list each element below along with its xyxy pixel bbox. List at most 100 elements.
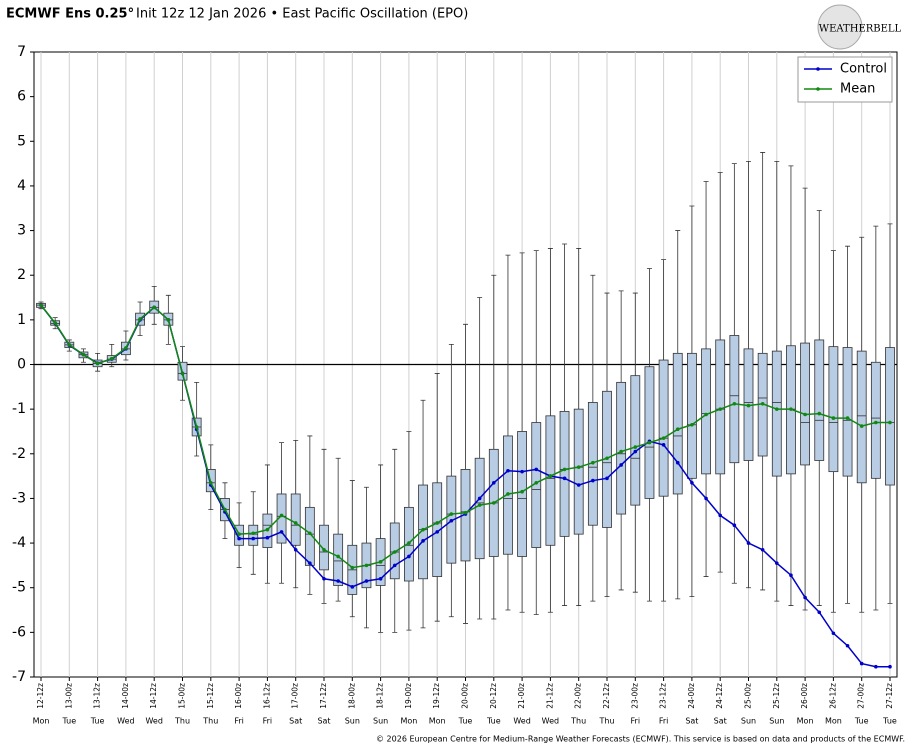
y-tick-label: 1 bbox=[17, 312, 26, 328]
series-point bbox=[690, 422, 694, 427]
whisker-upper bbox=[632, 292, 638, 376]
legend-label: Control bbox=[840, 62, 887, 77]
series-point bbox=[732, 401, 737, 406]
box-plot bbox=[885, 223, 895, 604]
series-point bbox=[109, 356, 114, 361]
series-point bbox=[803, 412, 807, 417]
x-weekday-label: Sat bbox=[317, 717, 330, 726]
whisker-upper bbox=[788, 165, 794, 346]
whisker-upper bbox=[80, 348, 86, 352]
series-point bbox=[223, 507, 227, 512]
whisker-lower bbox=[463, 560, 468, 624]
whisker-upper bbox=[420, 399, 426, 486]
series-point bbox=[477, 503, 482, 507]
box bbox=[715, 339, 726, 475]
whisker-upper bbox=[392, 448, 398, 523]
x-tick-label: 21-00z bbox=[517, 683, 526, 709]
series-point bbox=[350, 565, 355, 570]
series-point bbox=[477, 496, 482, 501]
series-point bbox=[421, 539, 425, 543]
whisker-upper bbox=[222, 482, 228, 499]
series-point bbox=[789, 407, 793, 411]
x-tick-label: 27-12z bbox=[885, 683, 894, 709]
series-point bbox=[888, 664, 892, 669]
box bbox=[319, 524, 329, 571]
whisker-upper bbox=[137, 301, 143, 314]
whisker-upper bbox=[378, 464, 384, 539]
x-weekday-label: Mon bbox=[429, 717, 446, 726]
x-weekday-label: Wed bbox=[117, 717, 134, 726]
whisker-upper bbox=[463, 323, 468, 470]
series-point bbox=[520, 489, 524, 494]
whisker-lower bbox=[491, 556, 497, 620]
whisker-upper bbox=[95, 352, 101, 361]
series-point bbox=[336, 579, 340, 583]
series-point bbox=[180, 371, 185, 376]
x-tick-label: 26-12z bbox=[828, 683, 837, 709]
series-point bbox=[435, 530, 440, 534]
whisker-lower bbox=[151, 313, 157, 325]
whisker-lower bbox=[420, 578, 426, 629]
series-point bbox=[534, 481, 539, 485]
whisker-lower bbox=[703, 473, 709, 577]
series-point bbox=[845, 416, 850, 420]
series-point bbox=[661, 436, 666, 440]
box bbox=[672, 352, 683, 495]
whisker-lower bbox=[250, 545, 256, 575]
box bbox=[842, 347, 853, 477]
whisker-upper bbox=[717, 172, 723, 340]
series-point bbox=[293, 521, 298, 525]
whisker-upper bbox=[661, 259, 667, 361]
series-point bbox=[534, 467, 539, 472]
x-weekday-label: Tue bbox=[458, 717, 473, 726]
series-point bbox=[874, 664, 878, 669]
series-point bbox=[322, 547, 326, 552]
series-point bbox=[562, 476, 567, 481]
x-weekday-label: Thu bbox=[202, 717, 218, 726]
series-point bbox=[647, 440, 652, 445]
logo: WEATHERBELL bbox=[817, 4, 902, 50]
series-point bbox=[81, 352, 86, 357]
series-point bbox=[421, 527, 425, 532]
series-point bbox=[831, 416, 836, 420]
y-tick-label: -3 bbox=[12, 490, 26, 506]
series-point bbox=[817, 411, 822, 416]
x-tick-label: 13-00z bbox=[64, 683, 73, 709]
series-point bbox=[562, 467, 567, 472]
whisker-upper bbox=[576, 248, 582, 410]
series-point bbox=[605, 476, 609, 481]
box bbox=[800, 342, 810, 466]
whisker-lower bbox=[279, 543, 285, 584]
whisker-lower bbox=[802, 464, 808, 611]
x-weekday-label: Tue bbox=[486, 717, 501, 726]
box-plot bbox=[701, 181, 711, 577]
whisker-upper bbox=[321, 448, 327, 526]
x-tick-label: 24-12z bbox=[715, 683, 724, 709]
x-weekday-label: Mon bbox=[797, 717, 814, 726]
series-point bbox=[619, 463, 623, 467]
box-plot bbox=[432, 373, 443, 622]
whisker-lower bbox=[533, 547, 539, 615]
box-plot bbox=[856, 236, 867, 613]
x-weekday-label: Wed bbox=[145, 717, 162, 726]
x-tick-label: 14-00z bbox=[121, 683, 130, 709]
whisker-lower bbox=[406, 581, 412, 631]
x-weekday-label: Thu bbox=[174, 717, 190, 726]
box bbox=[856, 350, 867, 484]
whisker-lower bbox=[363, 587, 369, 629]
series-point bbox=[492, 481, 496, 485]
whisker-upper bbox=[760, 152, 766, 354]
whisker-lower bbox=[590, 525, 596, 602]
box bbox=[630, 375, 641, 506]
whisker-lower bbox=[887, 485, 893, 604]
series-point bbox=[704, 496, 708, 501]
x-weekday-label: Wed bbox=[513, 717, 530, 726]
series-point bbox=[138, 317, 142, 321]
x-tick-label: 22-00z bbox=[574, 683, 583, 709]
whisker-lower bbox=[717, 473, 723, 573]
series-point bbox=[675, 427, 680, 432]
series-point bbox=[675, 460, 680, 465]
x-weekday-label: Tue bbox=[854, 717, 869, 726]
x-tick-label: 25-12z bbox=[772, 683, 781, 709]
logo-globe bbox=[817, 4, 863, 50]
